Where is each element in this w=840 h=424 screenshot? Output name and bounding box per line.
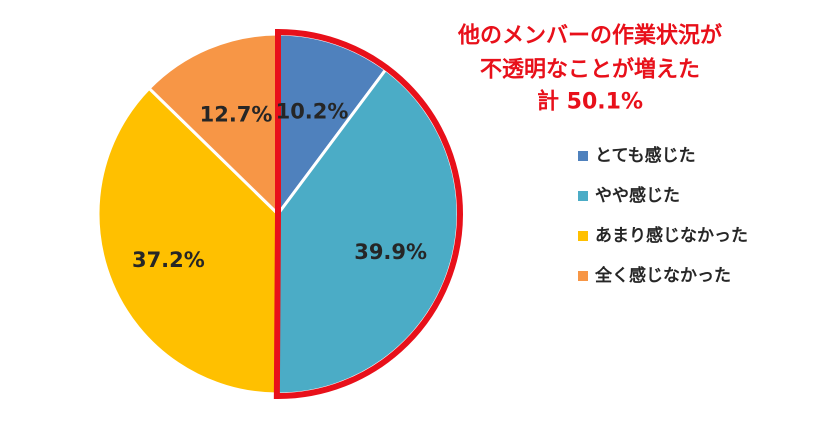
annotation-line-1: 不透明なことが増えた xyxy=(480,57,700,83)
value-label-0: 10.2% xyxy=(276,99,349,123)
legend-swatch-3 xyxy=(578,271,588,281)
pie-slice-3 xyxy=(147,32,280,218)
legend-label-0: とても感じた xyxy=(595,145,696,166)
legend-label-2: あまり感じなかった xyxy=(595,225,748,246)
value-label-1: 39.9% xyxy=(354,240,427,264)
highlight-outline xyxy=(273,28,463,399)
annotation-line-2: 計 50.1% xyxy=(537,89,643,115)
pie-slices xyxy=(96,32,460,396)
pie-slice-2 xyxy=(96,86,280,396)
value-label-2: 37.2% xyxy=(132,248,205,272)
value-label-3: 12.7% xyxy=(200,102,273,126)
legend-label-1: やや感じた xyxy=(595,185,680,206)
legend-label-3: 全く感じなかった xyxy=(594,265,731,286)
legend-swatch-1 xyxy=(578,191,588,201)
legend-swatch-2 xyxy=(578,231,588,241)
legend-swatch-0 xyxy=(578,151,588,161)
value-labels: 10.2% 39.9% 37.2% 12.7% xyxy=(132,99,427,271)
annotation-line-0: 他のメンバーの作業状況が xyxy=(457,23,722,49)
